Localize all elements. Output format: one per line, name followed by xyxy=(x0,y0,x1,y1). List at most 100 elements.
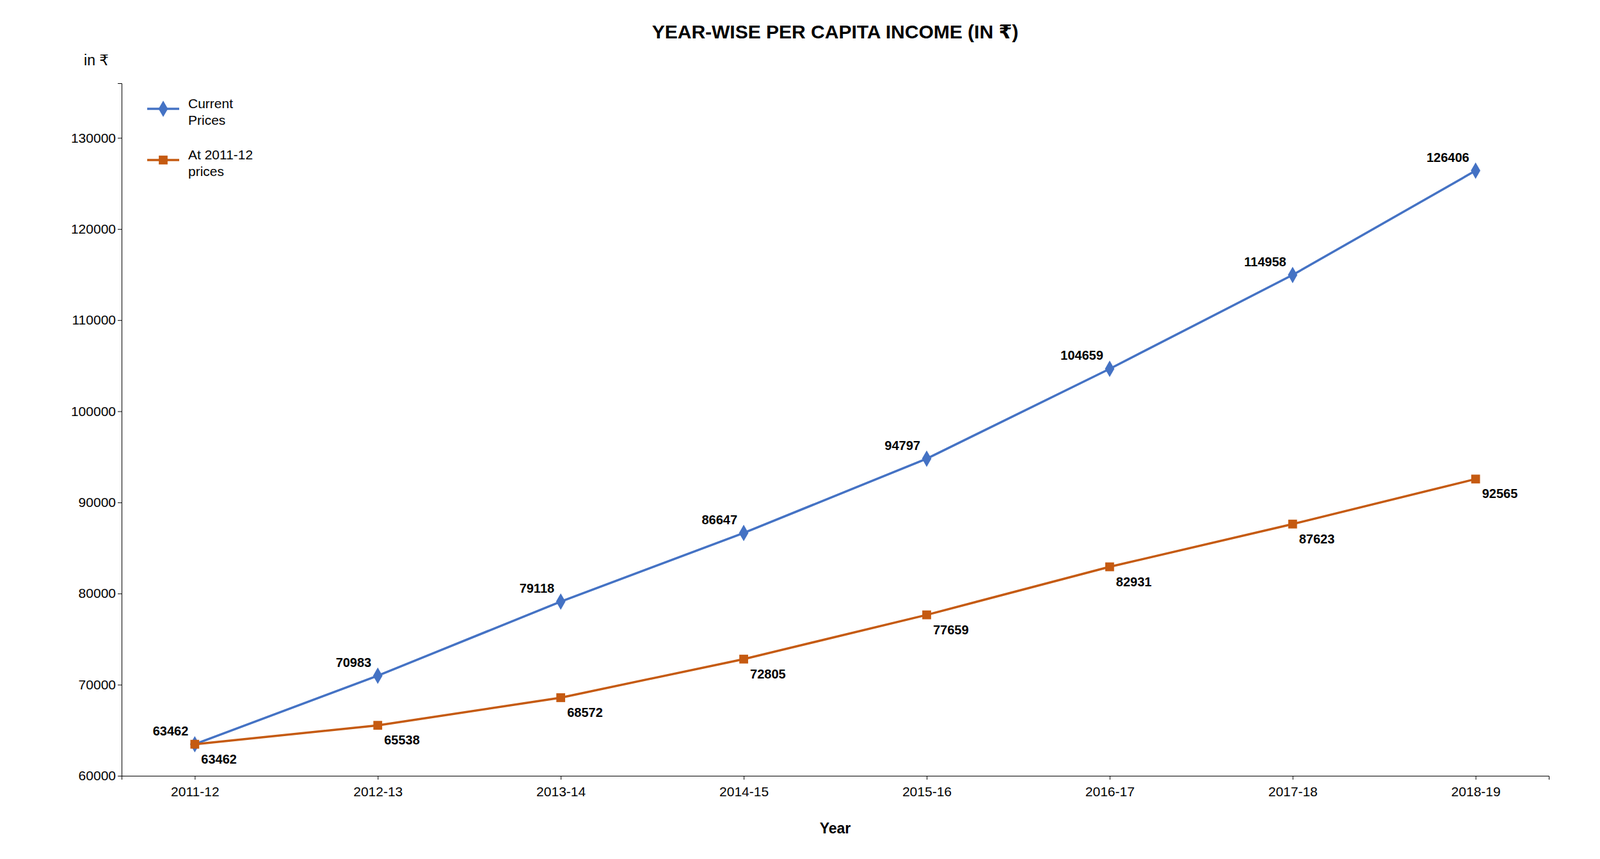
data-label: 79118 xyxy=(519,581,555,596)
data-label: 63462 xyxy=(152,723,189,738)
legend: CurrentPrices At 2011-12prices xyxy=(147,96,253,178)
x-tick: 2017-18 xyxy=(1268,775,1318,799)
point xyxy=(373,720,383,730)
point xyxy=(739,654,749,664)
x-tick: 2012-13 xyxy=(353,775,403,799)
y-tick-mark xyxy=(117,684,122,686)
x-tick: 2013-14 xyxy=(536,775,586,799)
y-tick-label: 60000 xyxy=(78,768,116,783)
x-tick-mark xyxy=(743,775,745,780)
x-tick-label: 2017-18 xyxy=(1268,784,1318,799)
y-tick: 100000 xyxy=(71,403,122,419)
data-label: 104659 xyxy=(1060,348,1104,363)
point xyxy=(190,739,200,749)
x-tick: 2016-17 xyxy=(1085,775,1135,799)
data-label: 72805 xyxy=(750,666,786,681)
x-axis-line xyxy=(122,776,1550,781)
y-tick-label: 90000 xyxy=(78,494,116,510)
x-tick: 2018-19 xyxy=(1451,775,1501,799)
x-tick-label: 2014-15 xyxy=(719,784,769,799)
data-label: 77659 xyxy=(933,622,969,637)
x-axis-title: Year xyxy=(819,819,852,837)
y-tick-mark xyxy=(117,411,122,413)
y-tick: 110000 xyxy=(71,312,122,328)
y-tick-mark xyxy=(117,229,122,230)
x-tick-label: 2012-13 xyxy=(353,784,403,799)
x-tick: 2014-15 xyxy=(719,775,769,799)
legend-swatch-marker xyxy=(158,155,168,165)
y-tick: 80000 xyxy=(78,585,122,601)
y-tick-label: 120000 xyxy=(71,221,116,237)
legend-swatch-marker xyxy=(158,100,169,118)
legend-label-line: prices xyxy=(188,163,224,179)
legend-label: CurrentPrices xyxy=(188,96,233,127)
point xyxy=(922,610,932,620)
data-label: 70983 xyxy=(336,655,372,670)
data-label: 114958 xyxy=(1244,254,1287,269)
marks xyxy=(190,162,1481,753)
y-tick-label: 100000 xyxy=(71,403,116,419)
legend-label-line: Current xyxy=(188,96,233,111)
point xyxy=(373,667,383,685)
x-tick-label: 2016-17 xyxy=(1085,784,1135,799)
data-label: 126406 xyxy=(1426,150,1470,165)
x-tick-label: 2015-16 xyxy=(902,784,952,799)
x-tick-label: 2013-14 xyxy=(536,784,586,799)
y-tick: 130000 xyxy=(71,130,122,146)
y-axis-line xyxy=(117,83,123,777)
title: YEAR-WISE PER CAPITA INCOME (IN ₹) xyxy=(652,21,1019,43)
x-tick-mark xyxy=(1475,775,1477,780)
point xyxy=(1105,562,1115,572)
y-tick-mark xyxy=(117,502,122,504)
legend-item: CurrentPrices xyxy=(147,96,233,127)
point xyxy=(1471,474,1481,484)
point xyxy=(1470,162,1481,180)
y-axis: 60000 70000 80000 90000 100000 110000 120000 13… xyxy=(71,83,123,784)
legend-label: At 2011-12prices xyxy=(188,147,253,178)
y-axis-title: in ₹ xyxy=(83,51,109,69)
y-tick-mark xyxy=(117,320,122,321)
x-tick-label: 2011-12 xyxy=(170,784,220,799)
legend-label-line: Prices xyxy=(188,112,226,128)
x-tick-mark xyxy=(926,775,928,780)
y-tick: 120000 xyxy=(71,221,122,237)
plot: 2011-12 2012-13 2013-14 2014-15 2015-16 2016-… xyxy=(71,51,1550,837)
point xyxy=(556,593,566,610)
x-tick-mark xyxy=(377,775,379,780)
data-label: 65538 xyxy=(384,732,420,747)
x-tick: 2011-12 xyxy=(170,775,220,799)
data-label: 82931 xyxy=(1116,574,1152,589)
y-tick-label: 80000 xyxy=(78,585,116,601)
legend-label-line: At 2011-12 xyxy=(188,147,253,162)
point xyxy=(739,524,749,542)
point xyxy=(1288,519,1298,529)
data-label: 86647 xyxy=(701,512,738,527)
data-label: 87623 xyxy=(1299,531,1336,546)
data-labels: 63462 70983 79118 86647 94797 104659 114958 126… xyxy=(152,150,1519,767)
point xyxy=(190,736,200,753)
data-label: 92565 xyxy=(1482,486,1519,501)
series-line xyxy=(194,478,1476,744)
x-tick: 2015-16 xyxy=(902,775,952,799)
y-tick: 60000 xyxy=(78,768,122,783)
data-label: 68572 xyxy=(567,705,603,720)
x-tick-mark xyxy=(1292,775,1294,780)
x-axis: 2011-12 2012-13 2013-14 2014-15 2015-16 2016-… xyxy=(122,775,1550,799)
data-label: 94797 xyxy=(884,438,921,453)
series-line xyxy=(194,170,1476,745)
y-tick: 70000 xyxy=(78,677,122,692)
x-tick-mark xyxy=(560,775,562,780)
y-tick: 90000 xyxy=(78,494,122,510)
data-label: 63462 xyxy=(200,752,237,767)
point xyxy=(1287,266,1298,284)
legend-item: At 2011-12prices xyxy=(147,147,253,178)
y-tick-label: 110000 xyxy=(71,312,116,328)
x-tick-label: 2018-19 xyxy=(1451,784,1501,799)
x-tick-mark xyxy=(1109,775,1111,780)
point xyxy=(556,693,566,703)
chart: YEAR-WISE PER CAPITA INCOME (IN ₹) 2011-1… xyxy=(0,0,1600,859)
x-tick-mark xyxy=(194,775,196,780)
y-tick-label: 130000 xyxy=(71,130,116,146)
y-tick-mark xyxy=(117,137,122,139)
point xyxy=(1104,360,1115,377)
